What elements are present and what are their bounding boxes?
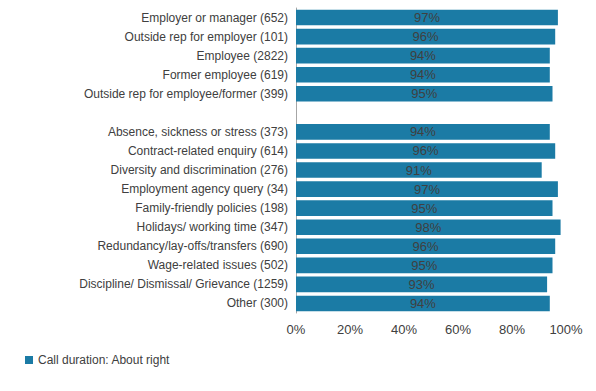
svg-text:Other (300): Other (300) (227, 296, 288, 310)
svg-text:95%: 95% (411, 258, 437, 273)
svg-text:100%: 100% (549, 322, 583, 337)
svg-text:94%: 94% (410, 67, 436, 82)
svg-text:Outside rep for employer (101): Outside rep for employer (101) (125, 30, 288, 44)
svg-text:97%: 97% (414, 182, 440, 197)
svg-text:93%: 93% (409, 277, 435, 292)
svg-text:91%: 91% (406, 163, 432, 178)
svg-text:20%: 20% (337, 322, 363, 337)
svg-text:94%: 94% (410, 124, 436, 139)
svg-text:Family-friendly policies (198): Family-friendly policies (198) (135, 201, 288, 215)
svg-text:Diversity and discrimination (: Diversity and discrimination (276) (111, 163, 288, 177)
svg-text:94%: 94% (410, 296, 436, 311)
svg-text:Employment agency query (34): Employment agency query (34) (121, 182, 288, 196)
svg-text:Wage-related issues (502): Wage-related issues (502) (148, 258, 288, 272)
svg-text:40%: 40% (391, 322, 417, 337)
svg-text:Holidays/ working time (347): Holidays/ working time (347) (137, 220, 288, 234)
svg-text:Employer or manager (652): Employer or manager (652) (141, 11, 288, 25)
svg-text:Absence, sickness or stress (3: Absence, sickness or stress (373) (108, 125, 288, 139)
svg-text:60%: 60% (445, 322, 471, 337)
svg-text:95%: 95% (411, 86, 437, 101)
svg-text:98%: 98% (415, 220, 441, 235)
svg-text:Outside rep for employee/forme: Outside rep for employee/former (399) (84, 87, 288, 101)
svg-text:96%: 96% (413, 29, 439, 44)
svg-text:Redundancy/lay-offs/transfers: Redundancy/lay-offs/transfers (690) (97, 239, 288, 253)
svg-text:Call duration: About right: Call duration: About right (38, 353, 170, 367)
svg-text:96%: 96% (413, 239, 439, 254)
svg-text:Discipline/ Dismissal/ Grievan: Discipline/ Dismissal/ Grievance (1259) (79, 277, 288, 291)
svg-text:97%: 97% (414, 10, 440, 25)
svg-text:95%: 95% (411, 201, 437, 216)
svg-text:Contract-related enquiry (614): Contract-related enquiry (614) (128, 144, 288, 158)
svg-text:Former employee (619): Former employee (619) (163, 68, 288, 82)
svg-text:80%: 80% (499, 322, 525, 337)
svg-text:0%: 0% (287, 322, 306, 337)
svg-text:94%: 94% (410, 48, 436, 63)
svg-text:96%: 96% (413, 143, 439, 158)
svg-text:Employee (2822): Employee (2822) (197, 49, 288, 63)
